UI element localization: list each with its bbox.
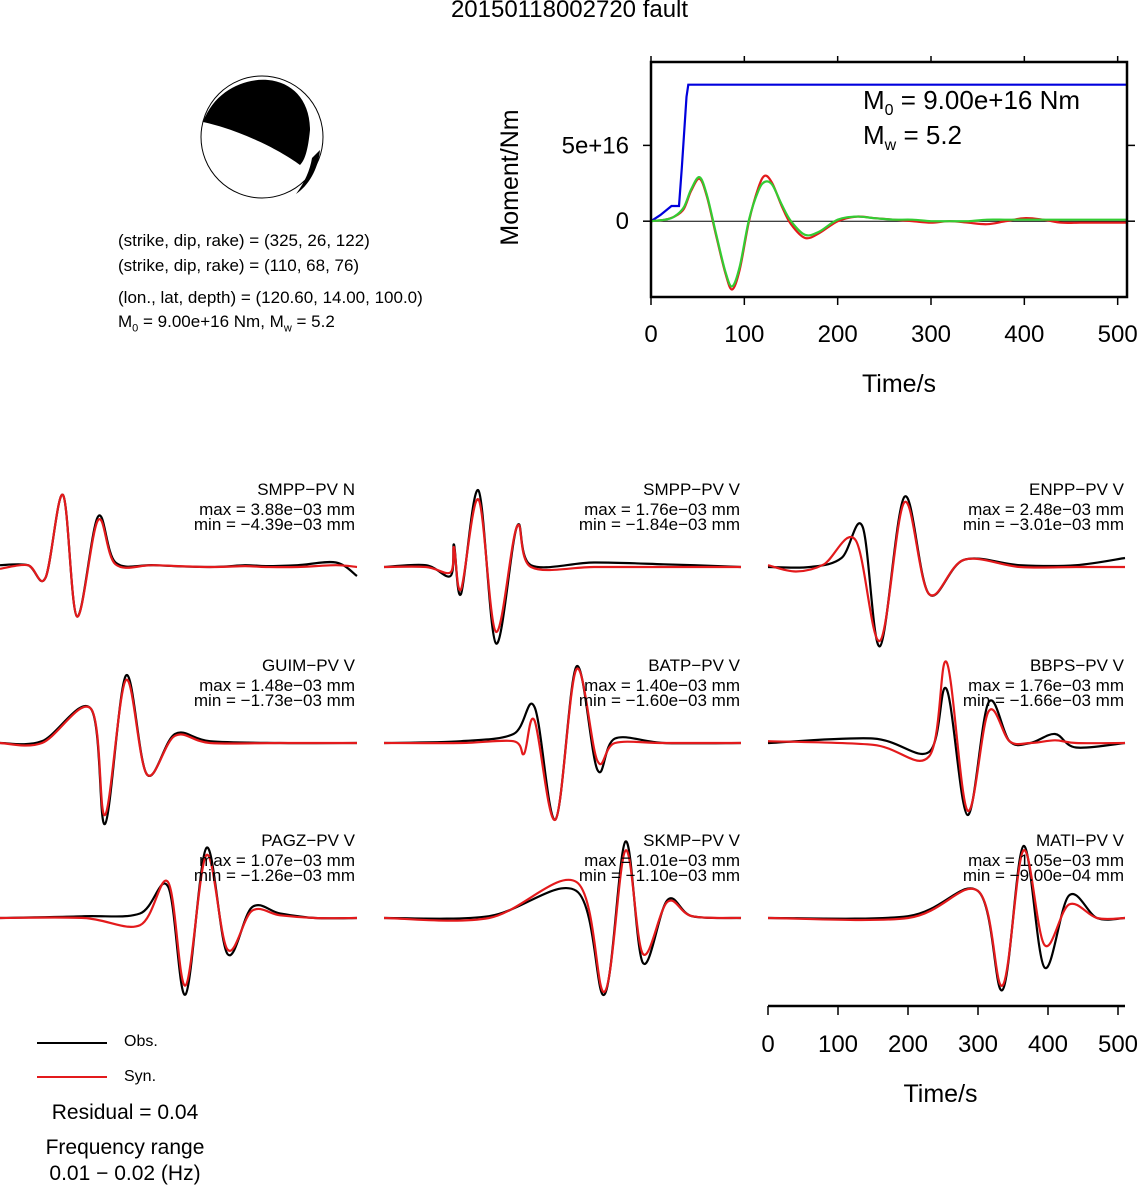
frequency-range: 0.01 − 0.02 (Hz) xyxy=(49,1162,201,1185)
min-amplitude-label: min = −1.26e−03 mm xyxy=(194,866,355,885)
beachball-compressional-sliver xyxy=(296,150,320,194)
stf-x-tick-label: 400 xyxy=(1004,321,1044,348)
station-label: SKMP−PV V xyxy=(643,831,741,850)
synthetic-trace xyxy=(383,498,741,633)
stf-plot: 0 100 200 300 400 500 0 5e+16 Time/s Moment/Nm M0 … xyxy=(496,56,1138,398)
location-text: (lon., lat, depth) = (120.60, 14.00, 100… xyxy=(118,288,423,307)
stf-frame xyxy=(649,60,1129,299)
stf-x-tick-label: 0 xyxy=(644,321,657,348)
stf-series-0 xyxy=(650,83,1127,223)
legend-lines xyxy=(37,1042,107,1078)
stf-x-tick-label: 500 xyxy=(1098,321,1138,348)
station-label: SMPP−PV V xyxy=(643,480,741,499)
station-label: MATI−PV V xyxy=(1036,831,1125,850)
max-amplitude-label: max = 1.05e−03 mm xyxy=(968,851,1124,870)
frequency-title: Frequency range xyxy=(45,1136,205,1159)
min-amplitude-label: min = −1.84e−03 mm xyxy=(579,515,740,534)
max-amplitude-label: max = 1.01e−03 mm xyxy=(584,851,740,870)
bottom-axis-label: Time/s xyxy=(903,1080,977,1108)
synthetic-trace xyxy=(767,501,1125,642)
beachball xyxy=(200,75,324,199)
chart-title: 20150118002720 fault xyxy=(450,0,689,23)
beachball-compressional-quadrant xyxy=(203,79,310,165)
stf-x-tick-label: 200 xyxy=(818,321,858,348)
min-amplitude-label: min = −1.60e−03 mm xyxy=(579,691,740,710)
stf-y-tick-label: 0 xyxy=(616,208,629,235)
m0-sub: 0 xyxy=(132,322,139,335)
min-amplitude-label: min = −9.00e−04 mm xyxy=(963,866,1124,885)
station-label: BATP−PV V xyxy=(648,656,740,675)
stf-x-label: Time/s xyxy=(862,370,936,398)
residual-text: Residual = 0.04 xyxy=(51,1101,199,1124)
min-amplitude-label: min = −1.73e−03 mm xyxy=(194,691,355,710)
station-label: BBPS−PV V xyxy=(1030,656,1125,675)
synthetic-trace xyxy=(767,849,1126,987)
max-amplitude-label: max = 1.76e−03 mm xyxy=(584,500,740,519)
synthetic-trace xyxy=(0,493,358,618)
max-amplitude-label: max = 1.76e−03 mm xyxy=(968,676,1124,695)
stf-series-2 xyxy=(650,176,1127,288)
max-amplitude-label: max = 3.88e−03 mm xyxy=(199,500,355,519)
bottom-axis-tick-label: 200 xyxy=(888,1031,928,1058)
min-amplitude-label: min = −1.10e−03 mm xyxy=(579,866,740,885)
observed-trace xyxy=(767,495,1126,648)
stf-y-tick-label: 5e+16 xyxy=(562,132,629,159)
mw-value: = 5.2 xyxy=(291,312,335,331)
stf-y-label: Moment/Nm xyxy=(496,109,524,245)
moment-text: M0 = 9.00e+16 Nm, Mw = 5.2 xyxy=(118,312,335,334)
min-amplitude-label: min = −3.01e−03 mm xyxy=(963,515,1124,534)
m0-value: = 9.00e+16 Nm, M xyxy=(138,312,284,331)
synthetic-trace xyxy=(383,667,741,821)
plane2-text: (strike, dip, rake) = (110, 68, 76) xyxy=(118,256,360,275)
synthetic-trace xyxy=(0,678,357,817)
station-label: GUIM−PV V xyxy=(262,656,356,675)
stf-annotation-m0: M0 = 9.00e+16 Nm xyxy=(863,85,1080,119)
min-amplitude-label: min = −1.66e−03 mm xyxy=(963,691,1124,710)
m0-prefix: M xyxy=(118,312,133,331)
plane1-text: (strike, dip, rake) = (325, 26, 122) xyxy=(118,231,370,250)
max-amplitude-label: max = 1.48e−03 mm xyxy=(199,676,355,695)
stf-annotation-mw: Mw = 5.2 xyxy=(863,120,962,154)
max-amplitude-label: max = 1.40e−03 mm xyxy=(584,676,740,695)
min-amplitude-label: min = −4.39e−03 mm xyxy=(194,515,355,534)
synthetic-trace xyxy=(383,849,742,993)
stf-x-tick-label: 100 xyxy=(724,321,764,348)
stf-series-1 xyxy=(650,174,1127,291)
bottom-axis-tick-label: 500 xyxy=(1098,1031,1138,1058)
stf-x-tick-label: 300 xyxy=(911,321,951,348)
bottom-axis-tick-label: 0 xyxy=(761,1031,774,1058)
mw-sub: w xyxy=(283,322,292,335)
synthetic-trace xyxy=(0,853,358,987)
max-amplitude-label: max = 2.48e−03 mm xyxy=(968,500,1124,519)
legend-syn-label: Syn. xyxy=(124,1068,157,1085)
bottom-axis-tick-label: 400 xyxy=(1028,1031,1068,1058)
synthetic-trace xyxy=(767,660,1126,812)
station-label: ENPP−PV V xyxy=(1029,480,1125,499)
bottom-axis-tick-label: 300 xyxy=(958,1031,998,1058)
bottom-axis-tick-label: 100 xyxy=(818,1031,858,1058)
bottom-time-axis: 0 100 200 300 400 500 Time/s xyxy=(761,1004,1138,1108)
station-label: SMPP−PV N xyxy=(257,480,355,499)
legend-obs-label: Obs. xyxy=(124,1033,158,1050)
station-label: PAGZ−PV V xyxy=(261,831,355,850)
max-amplitude-label: max = 1.07e−03 mm xyxy=(199,851,355,870)
